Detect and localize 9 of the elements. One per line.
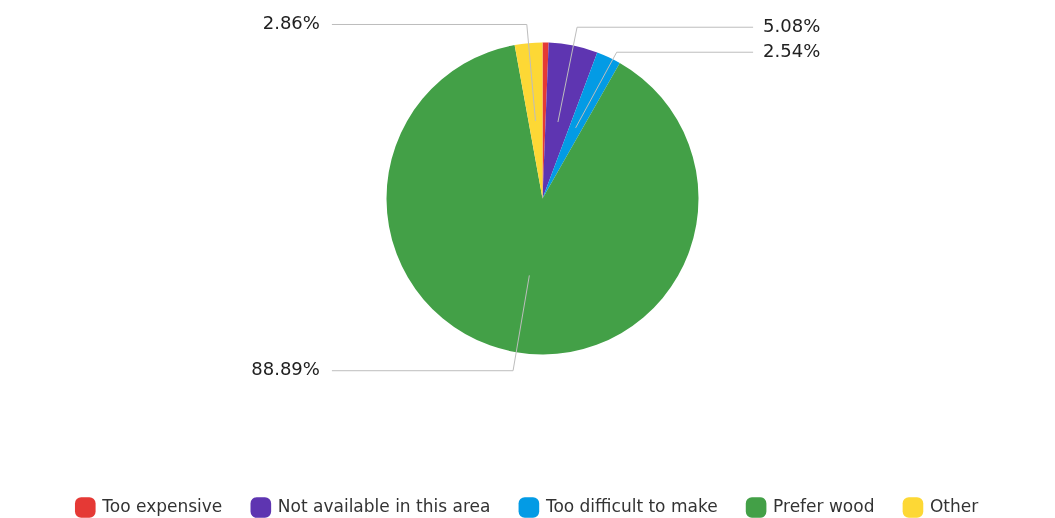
data-label: 2.86% bbox=[262, 12, 320, 34]
data-label: 88.89% bbox=[251, 358, 320, 380]
legend-label: Prefer wood bbox=[773, 495, 875, 516]
legend-label: Too expensive bbox=[101, 495, 223, 516]
legend-label: Other bbox=[929, 495, 979, 516]
data-label: 2.54% bbox=[763, 39, 821, 61]
legend-label: Too difficult to make bbox=[544, 495, 718, 516]
data-label: 5.08% bbox=[763, 14, 821, 36]
legend-label: Not available in this area bbox=[277, 495, 491, 516]
